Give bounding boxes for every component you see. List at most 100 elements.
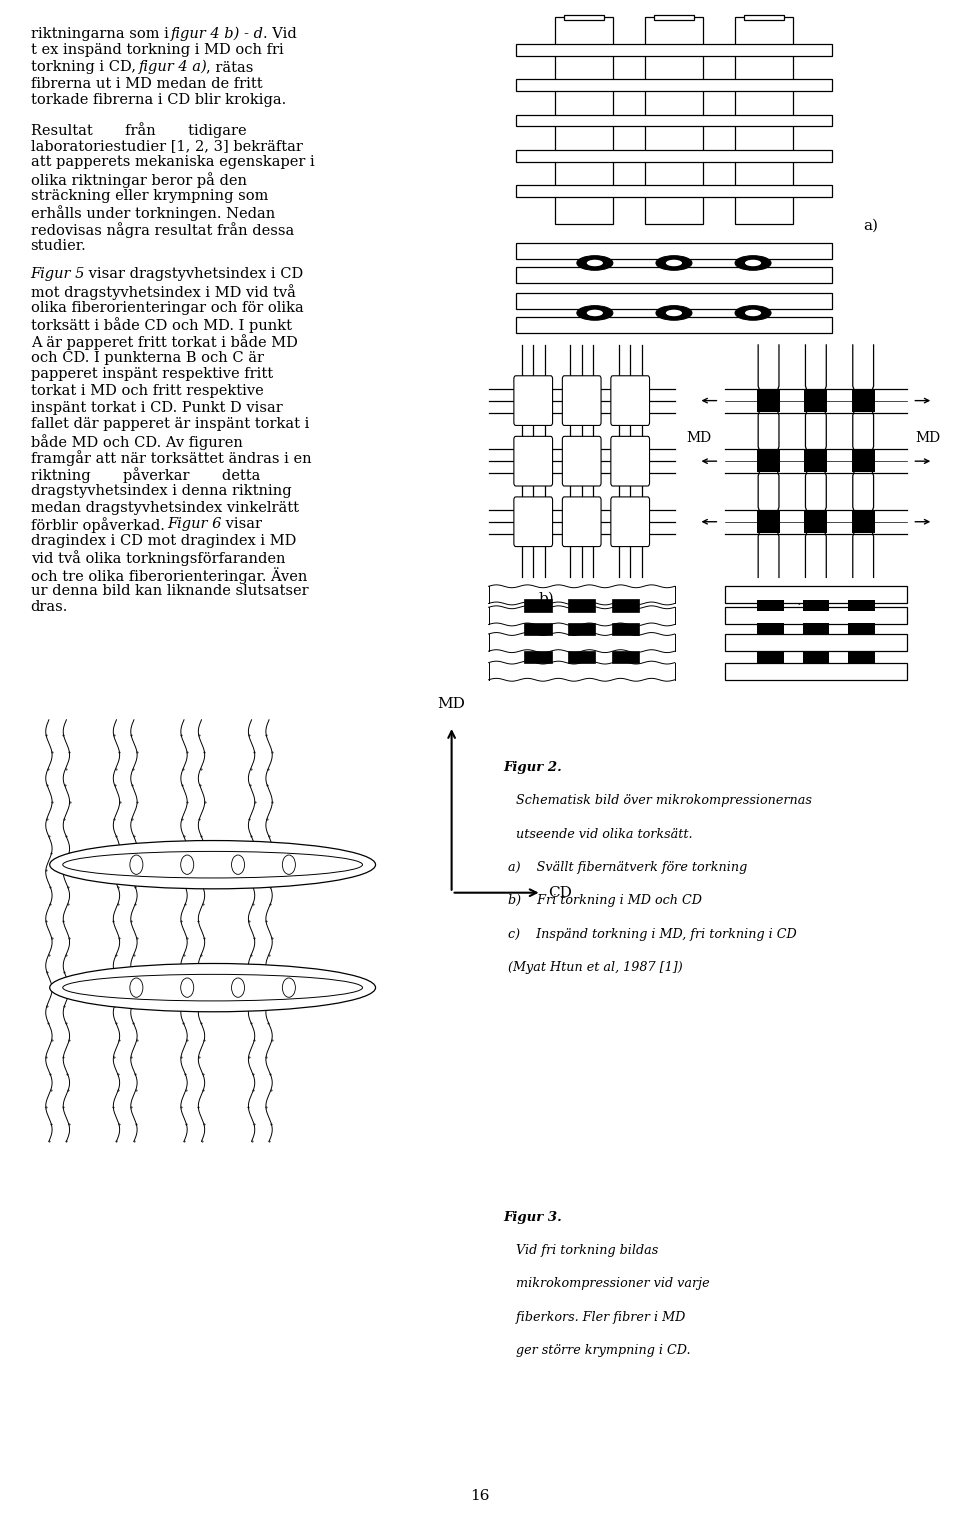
Text: 16: 16 bbox=[470, 1488, 490, 1504]
Bar bbox=[725, 663, 906, 680]
Bar bbox=[803, 599, 829, 611]
Bar bbox=[612, 623, 639, 636]
Ellipse shape bbox=[745, 310, 761, 316]
Text: framgår att när torksättet ändras i en: framgår att när torksättet ändras i en bbox=[31, 451, 311, 466]
Bar bbox=[757, 510, 780, 533]
Bar bbox=[568, 651, 595, 663]
Ellipse shape bbox=[231, 978, 245, 998]
FancyBboxPatch shape bbox=[611, 497, 650, 547]
FancyBboxPatch shape bbox=[516, 292, 832, 309]
Bar bbox=[848, 651, 875, 663]
Text: figur 4 a): figur 4 a) bbox=[138, 60, 207, 75]
FancyBboxPatch shape bbox=[516, 115, 832, 127]
Text: fiberkors. Fler fibrer i MD: fiberkors. Fler fibrer i MD bbox=[509, 1311, 685, 1323]
Text: a)    Svällt fibernätverk före torkning: a) Svällt fibernätverk före torkning bbox=[509, 860, 748, 874]
FancyBboxPatch shape bbox=[516, 243, 832, 258]
FancyBboxPatch shape bbox=[516, 316, 832, 333]
Text: Schematisk bild över mikrokompressionernas: Schematisk bild över mikrokompressionern… bbox=[509, 795, 812, 807]
Bar bbox=[524, 623, 552, 636]
Ellipse shape bbox=[282, 856, 296, 874]
Ellipse shape bbox=[666, 310, 682, 316]
Bar bbox=[568, 623, 595, 636]
Bar bbox=[524, 599, 552, 611]
Text: figur 4 b) - d: figur 4 b) - d bbox=[171, 26, 264, 41]
Text: och tre olika fiberorienteringar. Även: och tre olika fiberorienteringar. Även bbox=[31, 567, 307, 584]
Bar bbox=[852, 390, 875, 411]
Text: att papperets mekaniska egenskaper i: att papperets mekaniska egenskaper i bbox=[31, 156, 314, 170]
Bar bbox=[524, 651, 552, 663]
Text: vid två olika torkningsförfaranden: vid två olika torkningsförfaranden bbox=[31, 550, 285, 567]
Text: redovisas några resultat från dessa: redovisas några resultat från dessa bbox=[31, 222, 294, 238]
Text: sträckning eller krympning som: sträckning eller krympning som bbox=[31, 188, 268, 203]
Text: olika riktningar beror på den: olika riktningar beror på den bbox=[31, 173, 247, 188]
Bar bbox=[804, 451, 828, 472]
Bar bbox=[725, 607, 906, 625]
FancyBboxPatch shape bbox=[516, 79, 832, 92]
FancyBboxPatch shape bbox=[514, 497, 553, 547]
Ellipse shape bbox=[666, 260, 682, 266]
Text: . Vid: . Vid bbox=[263, 26, 297, 41]
Bar bbox=[804, 510, 828, 533]
Text: förblir opåverkad.: förblir opåverkad. bbox=[31, 516, 169, 533]
Text: (Myat Htun et al, 1987 [1]): (Myat Htun et al, 1987 [1]) bbox=[509, 961, 684, 973]
Text: c): c) bbox=[790, 591, 804, 605]
Text: inspänt torkat i CD. Punkt D visar: inspänt torkat i CD. Punkt D visar bbox=[31, 400, 282, 414]
Text: a): a) bbox=[863, 219, 878, 232]
Text: fibrerna ut i MD medan de fritt: fibrerna ut i MD medan de fritt bbox=[31, 76, 262, 90]
Text: t ex inspänd torkning i MD och fri: t ex inspänd torkning i MD och fri bbox=[31, 43, 283, 57]
Ellipse shape bbox=[50, 964, 375, 1012]
Text: utseende vid olika torksätt.: utseende vid olika torksätt. bbox=[509, 828, 693, 840]
Ellipse shape bbox=[130, 856, 143, 874]
Text: papperet inspänt respektive fritt: papperet inspänt respektive fritt bbox=[31, 367, 273, 382]
Bar bbox=[852, 510, 875, 533]
Text: MD: MD bbox=[686, 431, 711, 446]
Ellipse shape bbox=[587, 260, 603, 266]
Text: fallet där papperet är inspänt torkat i: fallet där papperet är inspänt torkat i bbox=[31, 417, 309, 431]
Text: ger större krympning i CD.: ger större krympning i CD. bbox=[509, 1345, 691, 1357]
Text: olika fiberorienteringar och för olika: olika fiberorienteringar och för olika bbox=[31, 301, 303, 315]
Text: MD: MD bbox=[438, 697, 466, 711]
Ellipse shape bbox=[62, 975, 363, 1001]
Text: MD: MD bbox=[915, 431, 941, 446]
Bar bbox=[612, 651, 639, 663]
Text: torkade fibrerna i CD blir krokiga.: torkade fibrerna i CD blir krokiga. bbox=[31, 93, 286, 107]
FancyBboxPatch shape bbox=[654, 14, 694, 20]
Text: visar dragstyvhetsindex i CD: visar dragstyvhetsindex i CD bbox=[84, 267, 303, 281]
Text: riktningarna som i: riktningarna som i bbox=[31, 26, 173, 41]
Text: laboratoriestudier [1, 2, 3] bekräftar: laboratoriestudier [1, 2, 3] bekräftar bbox=[31, 139, 302, 153]
FancyBboxPatch shape bbox=[564, 14, 604, 20]
FancyBboxPatch shape bbox=[563, 376, 601, 425]
Text: studier.: studier. bbox=[31, 238, 86, 252]
Ellipse shape bbox=[180, 856, 194, 874]
Text: Vid fri torkning bildas: Vid fri torkning bildas bbox=[509, 1244, 659, 1258]
Ellipse shape bbox=[50, 840, 375, 889]
FancyBboxPatch shape bbox=[514, 437, 553, 486]
Text: dras.: dras. bbox=[31, 601, 68, 614]
Bar bbox=[757, 390, 780, 411]
Ellipse shape bbox=[62, 851, 363, 879]
Ellipse shape bbox=[231, 856, 245, 874]
FancyBboxPatch shape bbox=[563, 497, 601, 547]
Text: torkat i MD och fritt respektive: torkat i MD och fritt respektive bbox=[31, 384, 263, 397]
Text: medan dragstyvhetsindex vinkelrätt: medan dragstyvhetsindex vinkelrätt bbox=[31, 501, 299, 515]
Text: och CD. I punkterna B och C är: och CD. I punkterna B och C är bbox=[31, 350, 264, 365]
Bar bbox=[725, 634, 906, 651]
Text: dragindex i CD mot dragindex i MD: dragindex i CD mot dragindex i MD bbox=[31, 533, 296, 549]
Bar bbox=[848, 599, 875, 611]
Text: visar: visar bbox=[221, 516, 262, 532]
Text: Figur 6: Figur 6 bbox=[167, 516, 222, 532]
Text: dragstyvhetsindex i denna riktning: dragstyvhetsindex i denna riktning bbox=[31, 484, 291, 498]
Text: Figur 5: Figur 5 bbox=[31, 267, 85, 281]
Text: Figur 3.: Figur 3. bbox=[504, 1210, 563, 1224]
Text: b)    Fri torkning i MD och CD: b) Fri torkning i MD och CD bbox=[509, 894, 703, 908]
Ellipse shape bbox=[656, 306, 692, 321]
Ellipse shape bbox=[656, 255, 692, 270]
Bar bbox=[803, 651, 829, 663]
Bar bbox=[725, 587, 906, 604]
FancyBboxPatch shape bbox=[516, 150, 832, 162]
Ellipse shape bbox=[745, 260, 761, 266]
Ellipse shape bbox=[282, 978, 296, 998]
Ellipse shape bbox=[735, 255, 771, 270]
Bar bbox=[803, 623, 829, 636]
FancyBboxPatch shape bbox=[516, 44, 832, 55]
